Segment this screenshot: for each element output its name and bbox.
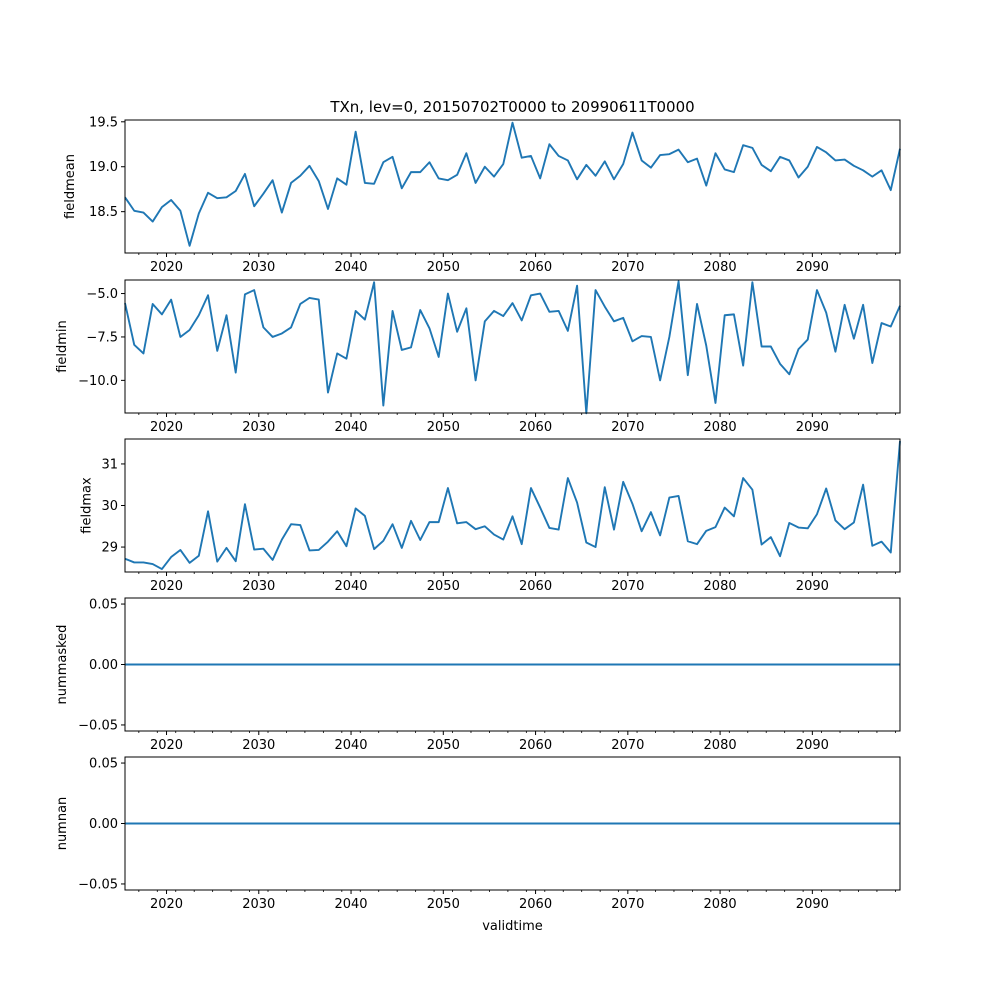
x-tick-label: 2030 <box>242 579 275 594</box>
y-tick-label: −5.0 <box>86 287 118 302</box>
series-line-fieldmax <box>124 441 901 571</box>
x-tick-label: 2080 <box>704 260 737 275</box>
y-tick-label: 19.0 <box>89 160 118 175</box>
x-tick-label: 2040 <box>334 579 367 594</box>
y-tick-label: 29 <box>101 541 118 556</box>
y-tick-label: 0.05 <box>89 757 118 772</box>
y-tick-label: 30 <box>101 499 118 514</box>
series-line-fieldmean <box>124 121 901 247</box>
x-tick-label: 2080 <box>704 738 737 753</box>
y-axis-label-fieldmean: fieldmean <box>63 154 78 219</box>
x-tick-label: 2090 <box>796 420 829 435</box>
x-tick-label: 2070 <box>611 897 644 912</box>
y-axis-label-fieldmin: fieldmin <box>55 320 70 373</box>
x-tick-label: 2070 <box>611 260 644 275</box>
x-tick-label: 2050 <box>427 579 460 594</box>
y-tick-label: 19.5 <box>89 115 118 130</box>
x-tick-label: 2060 <box>519 260 552 275</box>
panel-fieldmax: 2020 2030 2040 2050 2060 2070 2080 2090 29 30 31 fi… <box>80 438 901 594</box>
x-tick-label: 2050 <box>427 420 460 435</box>
y-tick-label: −0.05 <box>78 877 118 892</box>
y-tick-label: 0.00 <box>89 817 118 832</box>
panels-group: 2020 2030 2040 2050 2060 2070 2080 2090 18.5 19.0… <box>55 115 901 912</box>
x-tick-label: 2090 <box>796 579 829 594</box>
x-tick-label: 2040 <box>334 420 367 435</box>
x-tick-label: 2090 <box>796 260 829 275</box>
x-tick-label: 2040 <box>334 897 367 912</box>
y-axis-label-fieldmax: fieldmax <box>80 477 95 534</box>
y-axis-label-numnan: numnan <box>55 797 70 851</box>
chart-title: TXn, lev=0, 20150702T0000 to 20990611T00… <box>329 98 694 116</box>
x-tick-label: 2030 <box>242 420 275 435</box>
x-tick-label: 2050 <box>427 738 460 753</box>
axes-frame-fieldmean <box>124 119 901 254</box>
x-tick-label: 2020 <box>150 897 183 912</box>
x-tick-label: 2020 <box>150 579 183 594</box>
y-tick-label: 31 <box>101 457 118 472</box>
y-tick-label: 0.00 <box>89 658 118 673</box>
x-tick-label: 2040 <box>334 260 367 275</box>
series-line-fieldmin <box>124 280 901 415</box>
x-tick-label: 2080 <box>704 897 737 912</box>
x-tick-label: 2060 <box>519 738 552 753</box>
panel-fieldmean: 2020 2030 2040 2050 2060 2070 2080 2090 18.5 19.0… <box>63 115 901 275</box>
x-tick-label: 2090 <box>796 738 829 753</box>
x-axis-label: validtime <box>482 919 543 934</box>
x-tick-label: 2060 <box>519 897 552 912</box>
x-tick-label: 2020 <box>150 738 183 753</box>
x-tick-label: 2070 <box>611 738 644 753</box>
x-tick-label: 2050 <box>427 897 460 912</box>
y-tick-label: 18.5 <box>89 205 118 220</box>
x-tick-label: 2050 <box>427 260 460 275</box>
y-tick-label: 0.05 <box>89 598 118 613</box>
x-tick-label: 2060 <box>519 420 552 435</box>
y-tick-label: −7.5 <box>86 330 118 345</box>
x-tick-label: 2020 <box>150 420 183 435</box>
x-tick-label: 2060 <box>519 579 552 594</box>
panel-numnan: 2020 2030 2040 2050 2060 2070 2080 2090 −0.05 0.0… <box>55 756 901 912</box>
y-axis-label-nummasked: nummasked <box>55 625 70 705</box>
y-tick-label: −0.05 <box>78 718 118 733</box>
panel-nummasked: 2020 2030 2040 2050 2060 2070 2080 2090 −0.05 0.0… <box>55 597 901 753</box>
x-tick-label: 2020 <box>150 260 183 275</box>
x-tick-label: 2070 <box>611 579 644 594</box>
x-tick-label: 2080 <box>704 420 737 435</box>
x-tick-label: 2090 <box>796 897 829 912</box>
panel-fieldmin: 2020 2030 2040 2050 2060 2070 2080 2090 −10.0 −7.… <box>55 279 901 435</box>
x-tick-label: 2070 <box>611 420 644 435</box>
x-tick-label: 2040 <box>334 738 367 753</box>
x-tick-label: 2030 <box>242 897 275 912</box>
x-tick-label: 2030 <box>242 260 275 275</box>
axes-frame-fieldmin <box>124 279 901 414</box>
x-tick-label: 2080 <box>704 579 737 594</box>
x-tick-label: 2030 <box>242 738 275 753</box>
y-tick-label: −10.0 <box>78 374 118 389</box>
